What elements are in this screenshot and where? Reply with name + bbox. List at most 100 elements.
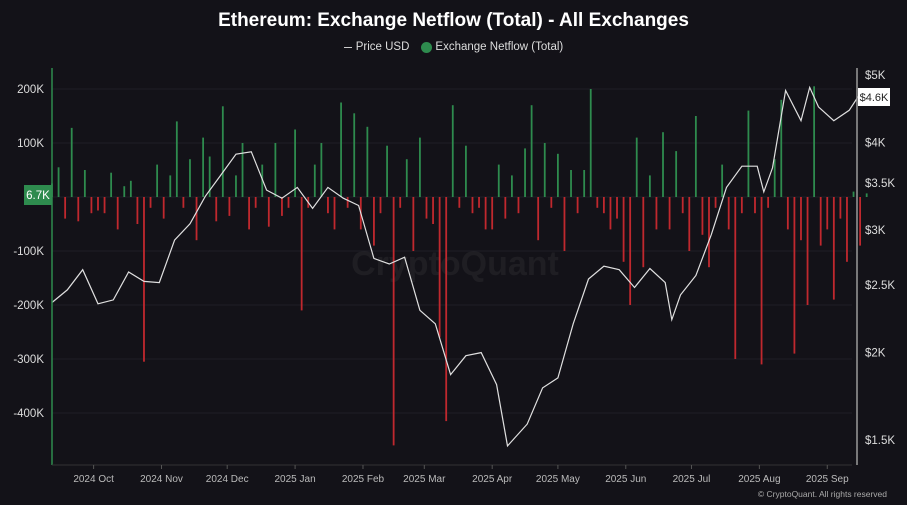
netflow-bar-outflow bbox=[116, 197, 119, 230]
netflow-bar-outflow bbox=[281, 197, 283, 216]
netflow-bar-outflow bbox=[445, 197, 448, 422]
netflow-bar-outflow bbox=[471, 197, 474, 214]
price-line-legend-icon bbox=[343, 46, 352, 48]
netflow-bar-outflow bbox=[681, 197, 684, 214]
netflow-bar-outflow bbox=[563, 197, 566, 251]
netflow-bar-outflow bbox=[412, 197, 415, 251]
netflow-bar-inflow bbox=[524, 148, 526, 197]
x-axis-tick-label: 2025 May bbox=[536, 474, 580, 485]
price-line bbox=[51, 85, 868, 448]
netflow-bar-outflow bbox=[576, 197, 579, 214]
netflow-bar-outflow bbox=[64, 197, 67, 219]
right-axis-tick-label: $3K bbox=[865, 225, 886, 237]
x-axis-tick-label: 2024 Oct bbox=[73, 474, 114, 485]
netflow-bar-inflow bbox=[465, 145, 467, 197]
netflow-bar-outflow bbox=[248, 197, 250, 230]
netflow-bar-inflow bbox=[589, 89, 592, 197]
netflow-bar-outflow bbox=[149, 197, 152, 208]
right-axis-tick-label: $1.5K bbox=[865, 435, 895, 447]
legend: Price USD Exchange Netflow (Total) bbox=[0, 41, 907, 53]
last-netflow-label: 6.7K bbox=[26, 190, 50, 202]
x-axis-tick-label: 2025 Jun bbox=[605, 474, 646, 485]
netflow-bar-inflow bbox=[83, 170, 86, 197]
netflow-bar-outflow bbox=[458, 197, 461, 208]
left-axis-tick-label: -100K bbox=[13, 246, 44, 258]
last-price-badge bbox=[858, 88, 890, 106]
x-axis-tick-label: 2025 Jul bbox=[673, 474, 711, 485]
netflow-bar-outflow bbox=[267, 197, 270, 227]
netflow-bar-outflow bbox=[826, 197, 829, 230]
netflow-bar-outflow bbox=[162, 197, 165, 219]
right-axis-tick-label: $2.5K bbox=[865, 280, 895, 292]
netflow-bar-outflow bbox=[517, 197, 520, 214]
netflow-bar-inflow bbox=[169, 175, 172, 197]
netflow-bar-outflow bbox=[97, 197, 99, 211]
netflow-bar-inflow bbox=[813, 86, 816, 197]
netflow-bar-outflow bbox=[90, 197, 93, 214]
netflow-bar-outflow bbox=[616, 197, 618, 219]
netflow-bar-inflow bbox=[189, 159, 191, 197]
netflow-bar-inflow bbox=[353, 113, 356, 197]
netflow-bar-outflow bbox=[478, 197, 480, 208]
netflow-bar-outflow bbox=[346, 197, 349, 208]
netflow-bar-outflow bbox=[708, 197, 710, 268]
netflow-bar-inflow bbox=[543, 143, 546, 197]
netflow-bar-inflow bbox=[852, 191, 855, 197]
netflow-bar-inflow bbox=[221, 106, 224, 197]
netflow-bar-inflow bbox=[320, 143, 323, 197]
netflow-bar-outflow bbox=[550, 197, 553, 208]
netflow-bar-outflow bbox=[655, 197, 658, 230]
netflow-bar-outflow bbox=[800, 197, 802, 241]
netflow-bar-outflow bbox=[300, 197, 303, 311]
chart-title: Ethereum: Exchange Netflow (Total) - All… bbox=[218, 10, 689, 31]
x-axis-tick-label: 2025 Feb bbox=[342, 474, 385, 485]
legend-netflow[interactable]: Exchange Netflow (Total) bbox=[435, 41, 564, 53]
last-netflow-badge bbox=[24, 185, 52, 205]
netflow-bar-inflow bbox=[208, 156, 211, 197]
netflow-bar-outflow bbox=[609, 197, 612, 230]
netflow-bar-outflow bbox=[143, 197, 145, 362]
netflow-bar-outflow bbox=[504, 197, 507, 219]
netflow-bar-inflow bbox=[202, 137, 205, 197]
netflow-bar-inflow bbox=[110, 172, 113, 197]
netflow-bar-inflow bbox=[313, 164, 316, 197]
netflow-bar-inflow bbox=[583, 170, 586, 197]
netflow-bar-outflow bbox=[333, 197, 336, 230]
netflow-bar-inflow bbox=[386, 145, 388, 197]
netflow-bar-outflow bbox=[254, 197, 257, 208]
netflow-bar-outflow bbox=[77, 197, 80, 222]
netflow-bar-outflow bbox=[688, 197, 691, 251]
netflow-bar-inflow bbox=[70, 127, 73, 197]
netflow-bar-inflow bbox=[294, 129, 296, 197]
netflow-bar-outflow bbox=[537, 197, 540, 241]
x-axis-tick-label: 2025 Jan bbox=[275, 474, 316, 485]
netflow-bar-inflow bbox=[773, 159, 776, 197]
netflow-bar-inflow bbox=[241, 143, 244, 197]
netflow-bar-outflow bbox=[859, 197, 862, 246]
right-axis-tick-label: $2K bbox=[865, 348, 886, 360]
netflow-bar-inflow bbox=[635, 137, 638, 197]
netflow-bar-inflow bbox=[129, 180, 132, 197]
netflow-bar-outflow bbox=[438, 197, 441, 338]
legend-price[interactable]: Price USD bbox=[355, 41, 410, 53]
netflow-bar-inflow bbox=[530, 105, 533, 197]
netflow-bar-outflow bbox=[727, 197, 730, 230]
netflow-bar-inflow bbox=[865, 193, 868, 197]
netflow-bar-inflow bbox=[405, 159, 408, 197]
last-price-label: $4.6K bbox=[860, 92, 889, 104]
netflow-bar-outflow bbox=[491, 197, 494, 230]
copyright: © CryptoQuant. All rights reserved bbox=[757, 489, 887, 499]
left-axis-tick-label: -200K bbox=[13, 300, 44, 312]
netflow-bar-inflow bbox=[721, 164, 724, 197]
netflow-bar-outflow bbox=[182, 197, 185, 208]
netflow-bar-outflow bbox=[228, 197, 231, 216]
netflow-bar-outflow bbox=[215, 197, 218, 222]
netflow-bar-inflow bbox=[57, 167, 60, 197]
netflow-bar-outflow bbox=[287, 197, 290, 208]
x-axis-tick-label: 2024 Dec bbox=[206, 474, 249, 485]
x-axis-tick-label: 2024 Nov bbox=[140, 474, 183, 485]
netflow-bar-outflow bbox=[786, 197, 789, 230]
netflow-bar-outflow bbox=[806, 197, 809, 305]
netflow-bar-inflow bbox=[175, 121, 178, 197]
